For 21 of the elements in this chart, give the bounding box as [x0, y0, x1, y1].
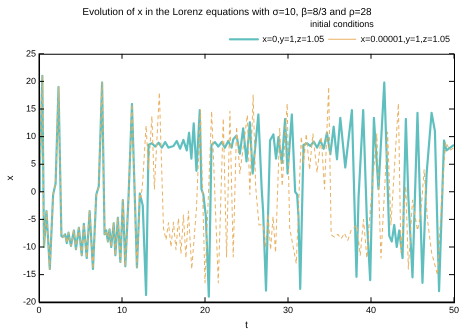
- x-tick-label: 20: [200, 305, 210, 316]
- x-tick-label: 30: [282, 305, 294, 316]
- legend-title: initial conditions: [310, 18, 374, 29]
- y-tick-label: 25: [26, 48, 36, 58]
- y-tick-label: 5: [30, 158, 36, 169]
- legend-label: x=0.00001,y=1,z=1.05: [360, 34, 450, 44]
- x-axis-title: t: [245, 320, 248, 331]
- y-tick-label: -15: [22, 269, 36, 280]
- y-axis-title: x: [4, 176, 16, 180]
- chart-title: Evolution of x in the Lorenz equations with σ=10, β=8/3 and ρ=28: [82, 6, 372, 18]
- y-tick-label: -20: [22, 296, 36, 307]
- x-tick-label: 40: [366, 305, 376, 316]
- x-tick-label: 10: [117, 305, 128, 316]
- y-tick-label: 0: [30, 186, 36, 196]
- y-tick-label: 10: [26, 131, 36, 142]
- y-tick-label: -5: [28, 214, 36, 224]
- x-tick-label: 50: [448, 305, 460, 316]
- legend-label: x=0,y=1,z=1.05: [262, 34, 324, 44]
- y-tick-label: -10: [22, 241, 36, 252]
- y-tick-label: 20: [26, 76, 36, 86]
- y-tick-label: 15: [26, 103, 36, 114]
